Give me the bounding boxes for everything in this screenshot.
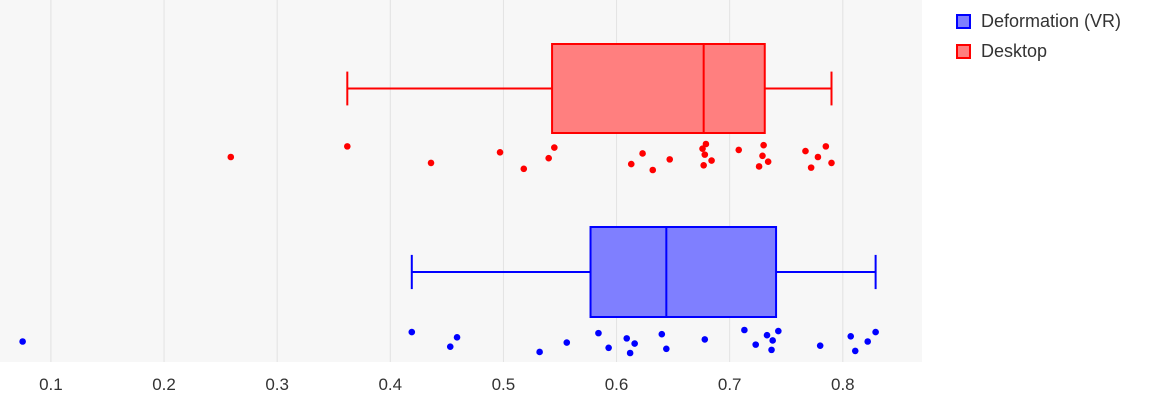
x-tick-label: 0.3 <box>265 375 289 394</box>
data-point <box>851 347 859 355</box>
data-point <box>408 328 416 336</box>
data-point <box>735 146 743 154</box>
box-iqr <box>551 43 766 134</box>
legend-swatch-desktop <box>956 43 971 59</box>
data-point <box>701 151 709 158</box>
data-point <box>701 336 709 343</box>
data-point <box>627 160 635 168</box>
x-axis-ticks: 0.1 0.2 0.3 0.4 0.5 0.6 0.7 0.8 <box>39 375 855 394</box>
data-point <box>763 331 771 339</box>
x-tick-label: 0.8 <box>831 375 855 394</box>
data-point <box>764 158 772 166</box>
data-point <box>752 341 760 348</box>
legend-swatch-deformation-vr <box>956 13 971 29</box>
data-point <box>755 163 763 170</box>
data-point <box>626 349 634 357</box>
legend: Deformation (VR) Desktop <box>956 6 1121 66</box>
data-point <box>699 145 706 153</box>
data-point <box>708 157 715 164</box>
data-point <box>595 329 602 337</box>
data-point <box>702 140 710 148</box>
data-point <box>520 165 528 173</box>
data-point <box>807 164 815 171</box>
legend-item-deformation-vr[interactable]: Deformation (VR) <box>956 6 1121 36</box>
data-point <box>551 144 558 151</box>
data-point <box>536 348 543 356</box>
data-point <box>822 143 830 150</box>
data-point <box>227 153 235 161</box>
data-point <box>816 342 824 349</box>
x-tick-label: 0.1 <box>39 375 63 394</box>
data-point <box>605 344 612 352</box>
data-point <box>802 147 809 155</box>
x-tick-label: 0.5 <box>492 375 516 394</box>
x-tick-label: 0.6 <box>605 375 629 394</box>
data-point <box>649 166 657 174</box>
data-point <box>631 340 638 347</box>
legend-label: Desktop <box>981 40 1048 61</box>
data-point <box>828 159 835 167</box>
data-point <box>453 334 461 341</box>
data-point <box>768 346 775 354</box>
legend-item-desktop[interactable]: Desktop <box>956 36 1121 66</box>
series-desktop <box>227 43 835 174</box>
data-point <box>741 326 748 334</box>
data-point <box>847 332 855 340</box>
series-deformation-vr <box>19 226 879 357</box>
data-point <box>545 154 552 162</box>
data-point <box>814 153 822 161</box>
data-point <box>639 150 646 157</box>
legend-label: Deformation (VR) <box>981 10 1122 31</box>
data-point <box>769 337 776 344</box>
data-point <box>666 156 674 163</box>
data-point <box>872 328 879 336</box>
data-point <box>623 335 631 342</box>
x-tick-label: 0.2 <box>152 375 176 394</box>
data-point <box>760 141 767 149</box>
x-tick-label: 0.4 <box>378 375 402 394</box>
data-point <box>563 339 571 346</box>
data-point <box>446 343 454 351</box>
x-tick-label: 0.7 <box>718 375 742 394</box>
data-point <box>864 338 871 345</box>
data-point <box>700 161 707 169</box>
data-point <box>759 152 766 160</box>
box-iqr <box>589 226 778 318</box>
data-point <box>344 143 351 150</box>
series-layer <box>19 43 879 357</box>
plot-background <box>0 0 922 362</box>
data-point <box>658 330 666 338</box>
data-point <box>663 345 670 353</box>
data-point <box>427 159 435 167</box>
data-point <box>19 338 26 345</box>
data-point <box>496 148 504 156</box>
data-point <box>775 327 782 335</box>
